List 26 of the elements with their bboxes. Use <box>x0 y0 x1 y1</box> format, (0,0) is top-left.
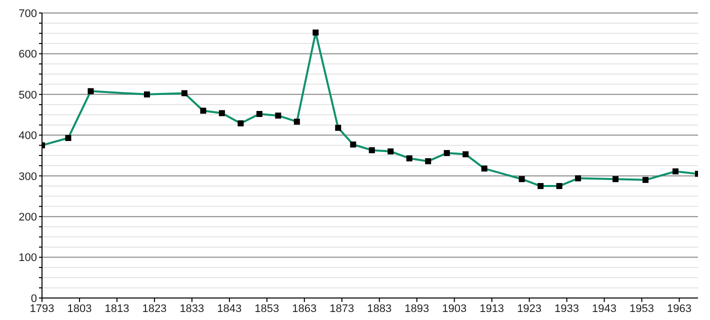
x-tick-label: 1873 <box>330 302 354 315</box>
y-tick-label: 600 <box>18 48 37 61</box>
x-tick-label: 1843 <box>217 302 242 315</box>
y-tick-label: 300 <box>18 170 37 183</box>
x-tick-label: 1813 <box>104 302 130 315</box>
y-tick-label: 400 <box>18 130 37 142</box>
x-tick-label: 1963 <box>667 302 692 315</box>
y-tick-label: 700 <box>18 8 37 20</box>
y-tick-label: 100 <box>18 252 37 264</box>
x-tick-label: 1903 <box>442 302 467 315</box>
x-tick-label: 1893 <box>404 302 430 315</box>
x-tick-label: 1823 <box>142 302 167 315</box>
x-tick-label: 1863 <box>292 302 317 315</box>
x-tick-label: 1793 <box>30 302 54 315</box>
y-tick-label: 200 <box>18 211 37 224</box>
x-tick-label: 1923 <box>517 302 542 315</box>
x-tick-label: 1943 <box>592 302 617 315</box>
x-tick-label: 1913 <box>480 302 504 315</box>
x-tick-label: 1883 <box>367 302 392 315</box>
y-tick-label: 500 <box>18 89 37 102</box>
y-tick-label: 0 <box>30 292 37 305</box>
x-tick-label: 1833 <box>180 302 204 315</box>
x-tick-label: 1853 <box>254 302 280 315</box>
x-tick-label: 1933 <box>554 302 580 315</box>
x-tick-label: 1953 <box>630 302 654 315</box>
x-tick-label: 1803 <box>67 302 92 315</box>
